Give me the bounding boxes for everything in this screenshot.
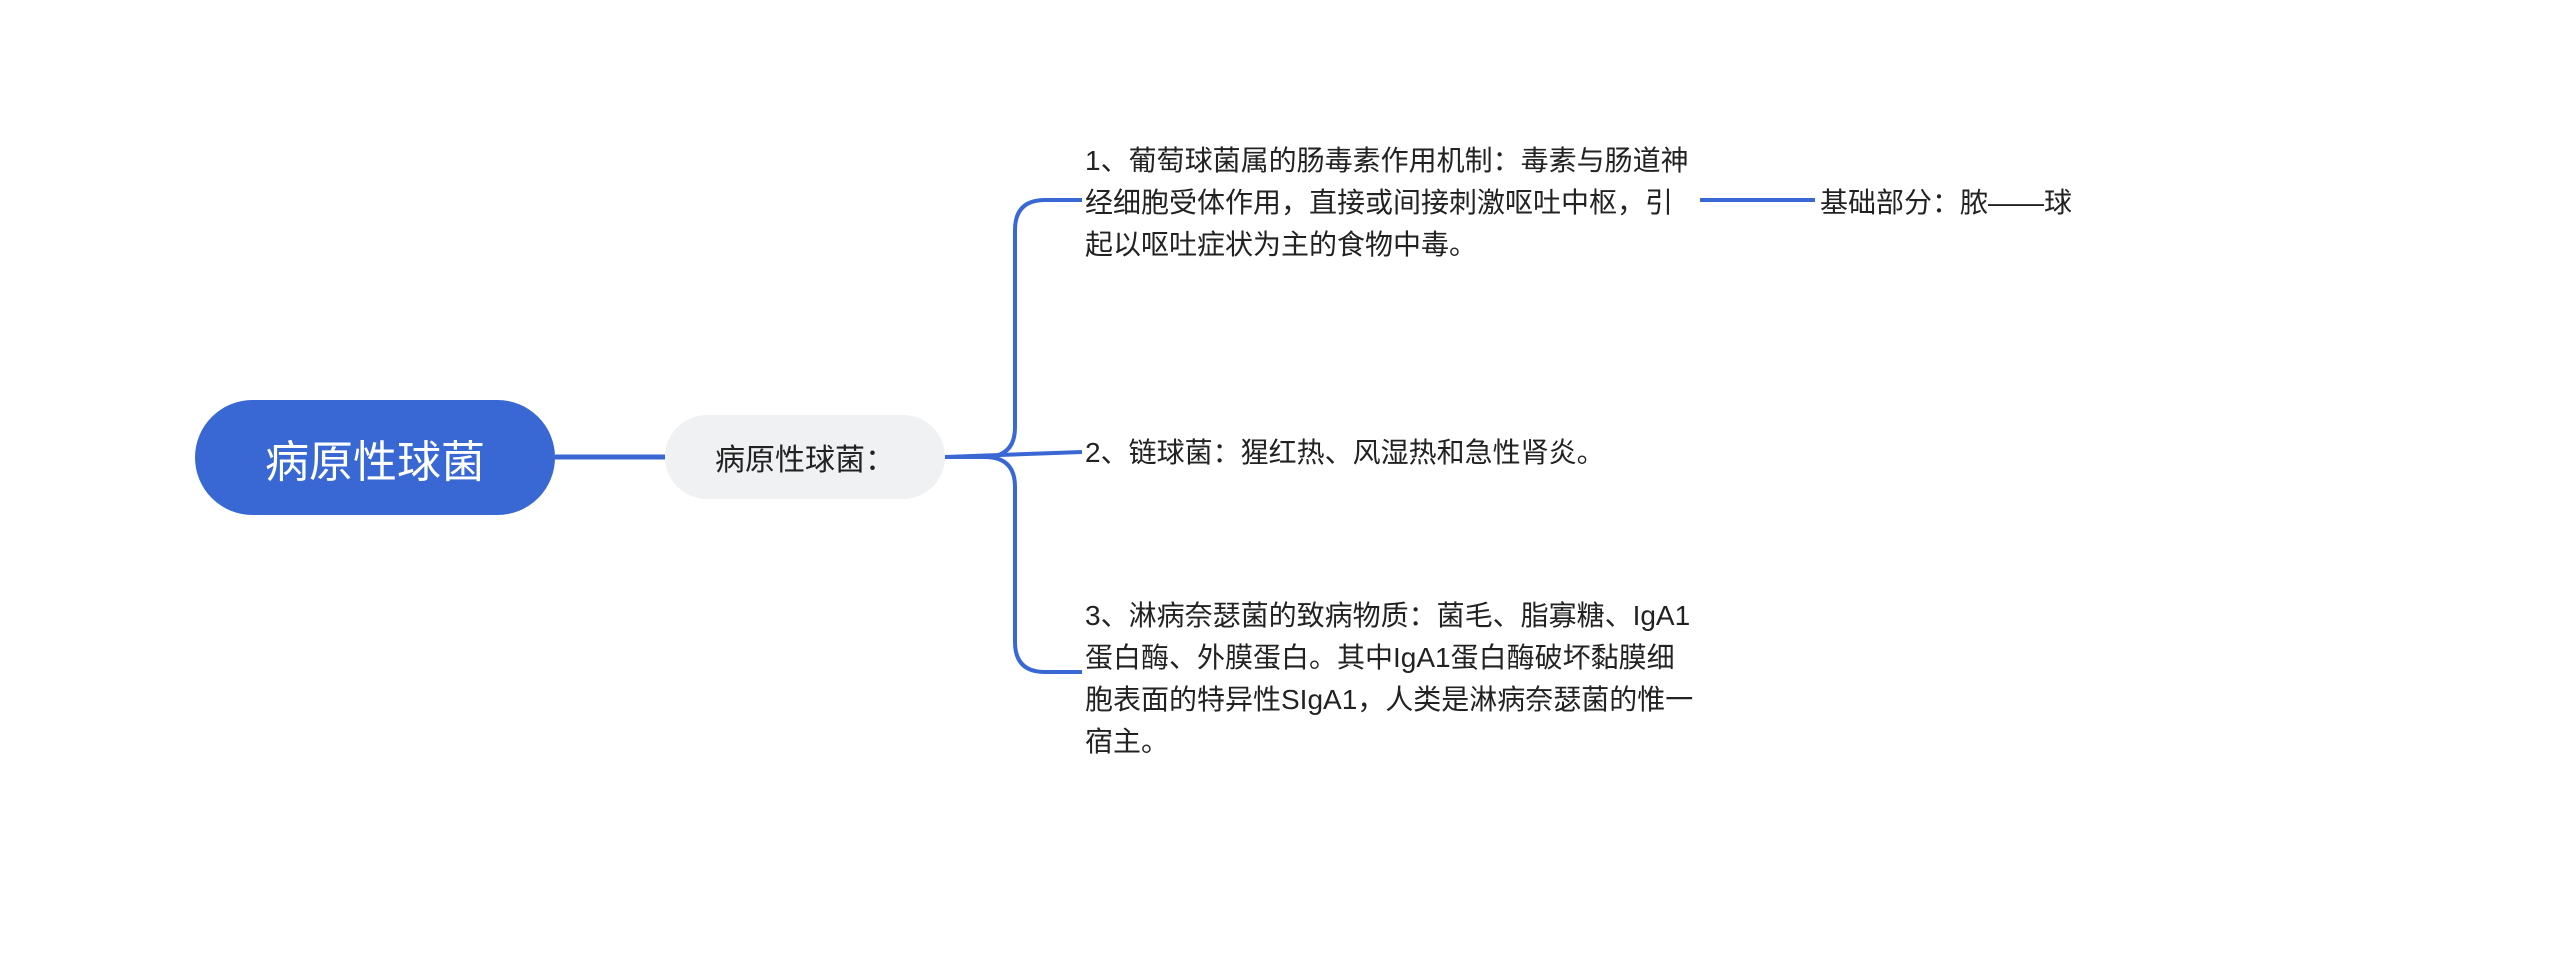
leaf-node-1-text: 1、葡萄球菌属的肠毒素作用机制：毒素与肠道神经细胞受体作用，直接或间接刺激呕吐中… (1085, 145, 1689, 260)
leaf-node-3: 3、淋病奈瑟菌的致病物质：菌毛、脂寡糖、IgA1蛋白酶、外膜蛋白。其中IgA1蛋… (1085, 595, 1695, 763)
edge-level1-leaf2 (945, 452, 1082, 457)
root-node: 病原性球菌 (195, 400, 555, 515)
level1-node: 病原性球菌： (665, 415, 945, 499)
level1-node-label: 病原性球菌： (715, 435, 895, 479)
leaf1-child-node: 基础部分：脓——球 (1820, 182, 2130, 224)
leaf-node-2-text: 2、链球菌：猩红热、风湿热和急性肾炎。 (1085, 437, 1605, 468)
leaf-node-3-text: 3、淋病奈瑟菌的致病物质：菌毛、脂寡糖、IgA1蛋白酶、外膜蛋白。其中IgA1蛋… (1085, 600, 1693, 757)
leaf-node-2: 2、链球菌：猩红热、风湿热和急性肾炎。 (1085, 432, 1695, 474)
root-node-label: 病原性球菌 (265, 426, 485, 490)
edge-level1-leaf3 (945, 457, 1082, 672)
leaf1-child-text: 基础部分：脓——球 (1820, 187, 2072, 218)
leaf-node-1: 1、葡萄球菌属的肠毒素作用机制：毒素与肠道神经细胞受体作用，直接或间接刺激呕吐中… (1085, 140, 1695, 266)
edge-level1-leaf1 (945, 200, 1082, 457)
